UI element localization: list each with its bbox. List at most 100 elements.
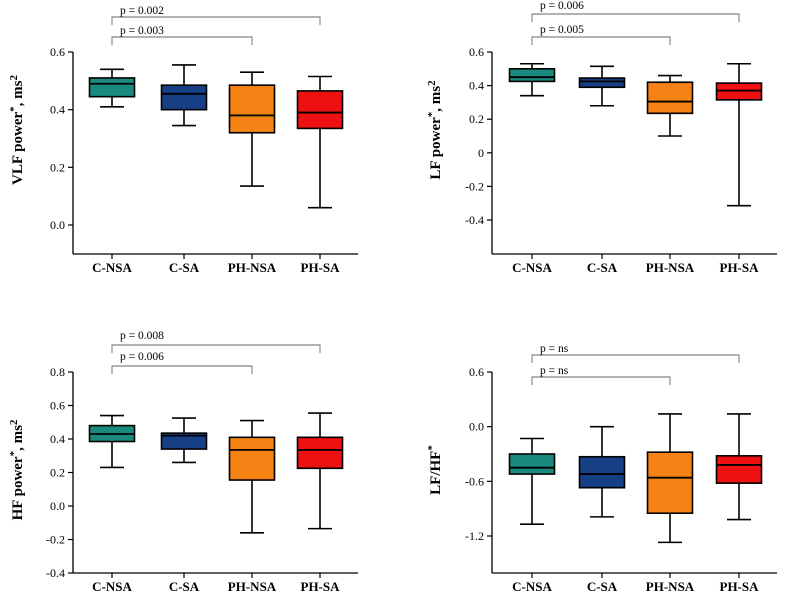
y-tick-label: 0.6 <box>469 365 484 379</box>
box-iqr <box>646 81 694 115</box>
p-value-label: p = ns <box>540 343 569 355</box>
y-axis-label: VLF power*, ms2 <box>8 74 26 185</box>
box-ph-sa <box>715 62 763 207</box>
box-c-nsa <box>88 414 136 469</box>
x-tick-label: PH-NSA <box>228 260 277 275</box>
x-tick-label: PH-NSA <box>646 260 695 275</box>
y-tick-label: 0.0 <box>50 499 65 513</box>
significance-bracket: p = 0.006 <box>111 351 253 374</box>
panel-1: 0.0 0.2 0.4 0.6 VLF power*, ms2 C-NSA C-SA PH-N… <box>8 5 358 275</box>
y-tick-label: -0.4 <box>46 566 65 580</box>
box-ph-nsa <box>646 413 694 544</box>
box-iqr <box>508 68 556 83</box>
significance-bracket: p = 0.005 <box>531 24 671 45</box>
box-iqr <box>646 451 694 515</box>
box-iqr <box>578 77 626 89</box>
x-tick-label: C-NSA <box>92 260 132 275</box>
significance-bracket: p = 0.006 <box>531 0 740 22</box>
p-value-label: p = ns <box>540 365 569 377</box>
p-value-label: p = 0.003 <box>120 25 164 37</box>
box-iqr <box>296 90 344 130</box>
y-tick-label: 0.6 <box>469 45 484 59</box>
x-tick-label: C-NSA <box>92 579 132 593</box>
panel-2: -0.4 -0.2 0 0.2 0.4 0.6 LF power*, ms2 C-NSA C-S… <box>426 0 777 275</box>
p-value-label: p = 0.008 <box>120 330 164 342</box>
box-c-sa <box>160 64 208 127</box>
x-tick-label: C-NSA <box>512 260 552 275</box>
y-tick-label: 0.2 <box>469 112 484 126</box>
panel-3: -0.4 -0.2 0.0 0.2 0.4 0.6 0.8 HF power*, ms2 C-N… <box>8 330 358 593</box>
y-tick-label: 0.2 <box>50 466 65 480</box>
bracket-line <box>531 36 671 45</box>
y-axis-label: LF power*, ms2 <box>426 80 444 180</box>
y-tick-label: 0.4 <box>50 432 65 446</box>
y-tick-label: 0.8 <box>50 365 65 379</box>
y-tick-label: 0.0 <box>469 420 484 434</box>
p-value-label: p = 0.002 <box>120 5 164 17</box>
y-tick-label: 0.4 <box>50 103 65 117</box>
box-iqr <box>578 455 626 489</box>
significance-bracket: p = ns <box>531 365 671 385</box>
bracket-line <box>111 36 253 45</box>
y-tick-label: -1.2 <box>465 529 484 543</box>
y-tick-label: -0.2 <box>465 179 484 193</box>
box-ph-nsa <box>228 71 276 187</box>
x-tick-label: C-SA <box>587 579 618 593</box>
box-ph-sa <box>715 413 763 521</box>
box-iqr <box>228 84 276 134</box>
box-iqr <box>228 436 276 481</box>
bracket-line <box>111 344 321 353</box>
box-iqr <box>508 453 556 475</box>
y-tick-label: 0.6 <box>50 399 65 413</box>
x-tick-label: PH-NSA <box>228 579 277 593</box>
y-tick-label: 0 <box>478 146 484 160</box>
x-tick-label: C-SA <box>169 579 200 593</box>
box-iqr <box>160 432 208 450</box>
x-tick-label: C-SA <box>587 260 618 275</box>
x-tick-label: C-SA <box>169 260 200 275</box>
bracket-line <box>111 365 253 374</box>
box-c-sa <box>578 65 626 107</box>
x-tick-label: C-NSA <box>512 579 552 593</box>
y-tick-label: 0.4 <box>469 79 484 93</box>
p-value-label: p = 0.006 <box>540 0 584 12</box>
bracket-line <box>531 13 740 22</box>
box-c-nsa <box>508 437 556 525</box>
box-c-nsa <box>88 68 136 108</box>
y-axis-label: LF/HF* <box>426 445 444 495</box>
significance-bracket: p = 0.003 <box>111 25 253 45</box>
significance-bracket: p = ns <box>531 343 740 363</box>
x-tick-label: PH-SA <box>301 260 341 275</box>
y-tick-label: 0.6 <box>50 45 65 59</box>
box-c-nsa <box>508 62 556 97</box>
x-tick-label: PH-NSA <box>646 579 695 593</box>
box-iqr <box>296 436 344 470</box>
y-tick-label: -0.2 <box>46 533 65 547</box>
box-iqr <box>715 455 763 484</box>
bracket-line <box>531 354 740 363</box>
box-ph-nsa <box>228 419 276 534</box>
box-ph-nsa <box>646 74 694 137</box>
box-iqr <box>160 84 208 111</box>
p-value-label: p = 0.006 <box>120 351 164 363</box>
significance-bracket: p = 0.008 <box>111 330 321 353</box>
box-ph-sa <box>296 75 344 209</box>
box-c-sa <box>578 425 626 518</box>
box-c-sa <box>160 417 208 464</box>
x-tick-label: PH-SA <box>301 579 341 593</box>
significance-bracket: p = 0.002 <box>111 5 321 25</box>
y-tick-label: -0.6 <box>465 474 484 488</box>
y-tick-label: 0.2 <box>50 160 65 174</box>
box-ph-sa <box>296 412 344 530</box>
bracket-line <box>111 16 321 25</box>
box-iqr <box>88 77 136 98</box>
panel-4: -1.2 -0.6 0.0 0.6 LF/HF* C-NSA C-SA PH-NSA PH-SA… <box>426 343 777 593</box>
y-axis-label: HF power*, ms2 <box>8 419 26 520</box>
x-tick-label: PH-SA <box>720 260 760 275</box>
bracket-line <box>531 376 671 385</box>
p-value-label: p = 0.005 <box>540 24 584 36</box>
y-tick-label: -0.4 <box>465 213 484 227</box>
y-tick-label: 0.0 <box>50 218 65 232</box>
x-tick-label: PH-SA <box>720 579 760 593</box>
